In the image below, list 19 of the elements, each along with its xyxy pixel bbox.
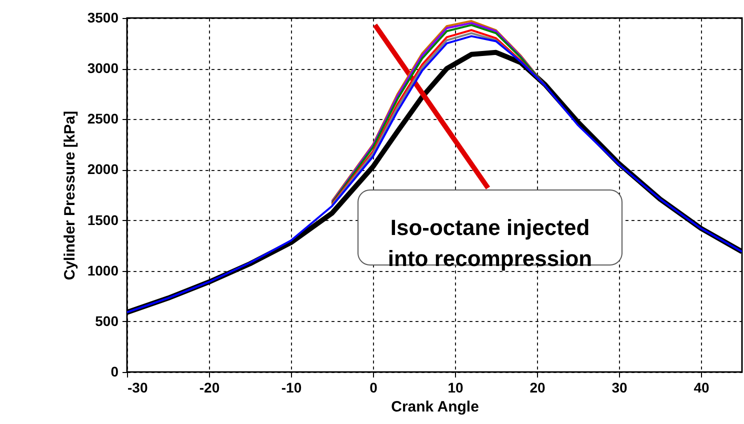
x-tick-label: -20 bbox=[199, 380, 220, 396]
x-tick-label: 40 bbox=[694, 380, 710, 396]
y-tick-label: 3000 bbox=[87, 60, 119, 76]
x-tick-label: 20 bbox=[530, 380, 546, 396]
y-tick-label: 0 bbox=[110, 364, 119, 380]
x-tick-label: -30 bbox=[128, 380, 148, 396]
y-tick-label: 2500 bbox=[87, 110, 119, 127]
x-tick-label: 0 bbox=[370, 380, 378, 396]
y-tick-label: 2000 bbox=[87, 161, 119, 178]
y-axis-title: Cylinder Pressure [kPa] bbox=[61, 110, 78, 280]
x-tick-label: 30 bbox=[612, 380, 628, 396]
x-tick-label: 10 bbox=[448, 380, 464, 396]
x-tick-label: -10 bbox=[281, 380, 302, 396]
y-tick-label: 1000 bbox=[87, 262, 119, 278]
x-axis-title: Crank Angle bbox=[391, 398, 479, 416]
y-tick-label: 500 bbox=[95, 312, 119, 329]
annotation: Iso-octane injected into recompression bbox=[388, 215, 592, 271]
y-tick-label: 3500 bbox=[87, 10, 119, 26]
y-tick-label: 1500 bbox=[87, 212, 119, 228]
